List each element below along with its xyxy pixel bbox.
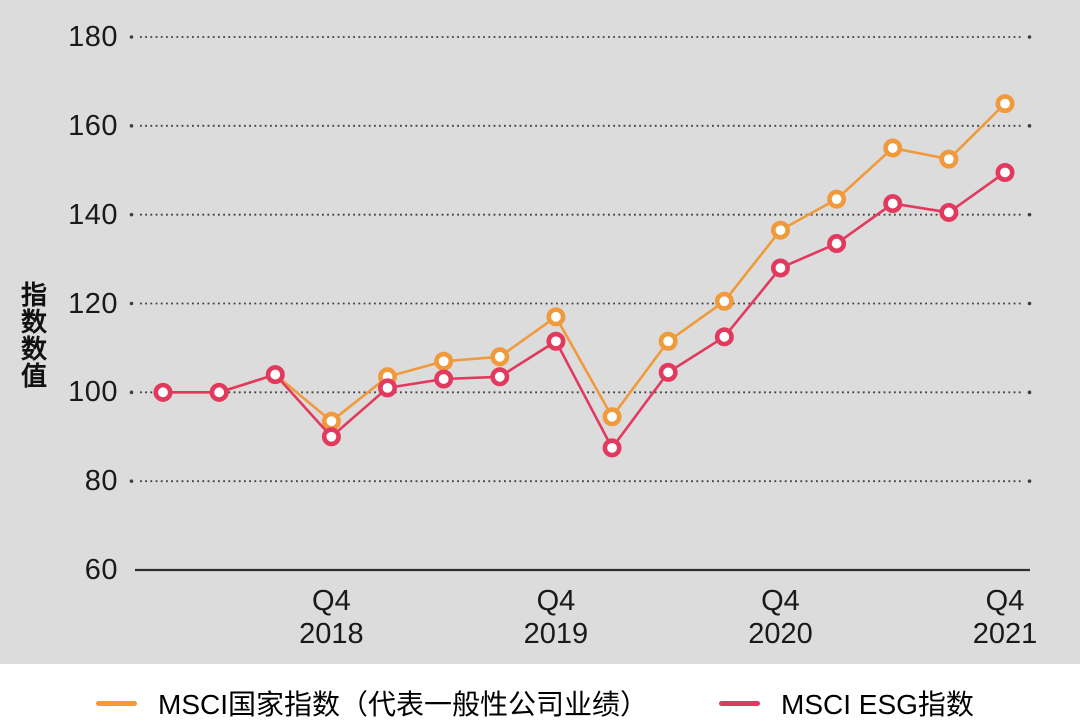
y-tick-label: 140 (68, 198, 118, 231)
legend: MSCI国家指数（代表一般性公司业绩） MSCI ESG指数 (0, 686, 1080, 722)
x-tick-label: Q4 2019 (496, 585, 616, 651)
series-1-point-7 (546, 331, 566, 351)
series-1-point-5 (434, 369, 454, 389)
y-tick-label: 100 (68, 376, 118, 409)
series-1-point-1 (209, 382, 229, 402)
legend-label-country: MSCI国家指数（代表一般性公司业绩） (158, 689, 649, 720)
y-axis-title: 指数数值 (20, 280, 47, 391)
series-1-point-4 (378, 378, 398, 398)
legend-item-msci-country-index[interactable]: MSCI国家指数（代表一般性公司业绩） (96, 686, 648, 720)
series-line-1 (163, 171, 1006, 450)
x-tick-year: 2018 (299, 618, 364, 650)
x-tick-year: 2021 (972, 618, 1038, 650)
series-1-point-10 (714, 327, 734, 347)
series-1-point-6 (490, 367, 510, 387)
y-tick-label: 60 (84, 554, 118, 586)
gridline-left-tick (129, 301, 134, 306)
series-0-point-13 (883, 138, 903, 158)
x-tick-label: Q4 2021 (945, 585, 1065, 651)
series-0-point-3 (321, 411, 341, 431)
series-0-point-10 (714, 291, 734, 311)
gridline-right-tick (1027, 212, 1032, 217)
series-1-point-0 (153, 382, 173, 402)
y-tick-label: 120 (68, 287, 118, 320)
series-0-point-9 (658, 331, 678, 351)
series-0-point-15 (995, 94, 1015, 114)
x-tick-year: 2020 (748, 618, 813, 650)
gridline-left-tick (129, 479, 134, 483)
series-1-point-13 (883, 194, 903, 214)
series-1-point-9 (658, 362, 678, 382)
gridline-right-tick (1027, 301, 1032, 306)
series-0-point-14 (939, 149, 959, 169)
x-tick-quarter: Q4 (536, 585, 576, 617)
series-0-point-12 (827, 189, 847, 209)
series-1-point-14 (939, 202, 959, 222)
legend-line-swatch-esg-icon (719, 700, 760, 706)
gridline-right-tick (1027, 124, 1032, 128)
x-tick-quarter: Q4 (312, 585, 351, 617)
series-1-point-11 (770, 258, 790, 278)
series-1-point-3 (321, 427, 341, 447)
gridline-right-tick (1027, 390, 1032, 395)
series-0-point-6 (490, 347, 510, 367)
series-1-point-15 (995, 162, 1015, 182)
plot-background (0, 0, 1080, 664)
legend-line-swatch-country-icon (96, 700, 137, 706)
gridline-left-tick (129, 390, 134, 395)
gridline-right-tick (1027, 479, 1032, 483)
gridline-left-tick (129, 212, 134, 217)
series-0-point-5 (434, 351, 454, 371)
gridline-right-tick (1027, 35, 1032, 39)
y-tick-label: 160 (68, 109, 118, 142)
series-1-point-12 (827, 234, 847, 254)
series-1-point-2 (265, 365, 285, 385)
x-tick-year: 2019 (523, 618, 589, 650)
legend-label-esg: MSCI ESG指数 (781, 689, 974, 720)
y-tick-label: 80 (84, 465, 118, 498)
series-1-point-8 (602, 438, 622, 458)
series-0-point-11 (770, 220, 790, 240)
x-tick-quarter: Q4 (985, 585, 1025, 617)
series-line-0 (163, 102, 1006, 423)
x-tick-label: Q4 2020 (720, 585, 840, 651)
series-0-point-7 (546, 307, 566, 327)
gridline-left-tick (129, 124, 134, 128)
legend-item-msci-esg-index[interactable]: MSCI ESG指数 (719, 686, 974, 720)
series-0-point-8 (602, 407, 622, 427)
x-tick-quarter: Q4 (761, 585, 800, 617)
y-tick-label: 180 (68, 21, 118, 53)
x-tick-label: Q4 2018 (271, 585, 391, 651)
gridline-left-tick (129, 35, 134, 39)
